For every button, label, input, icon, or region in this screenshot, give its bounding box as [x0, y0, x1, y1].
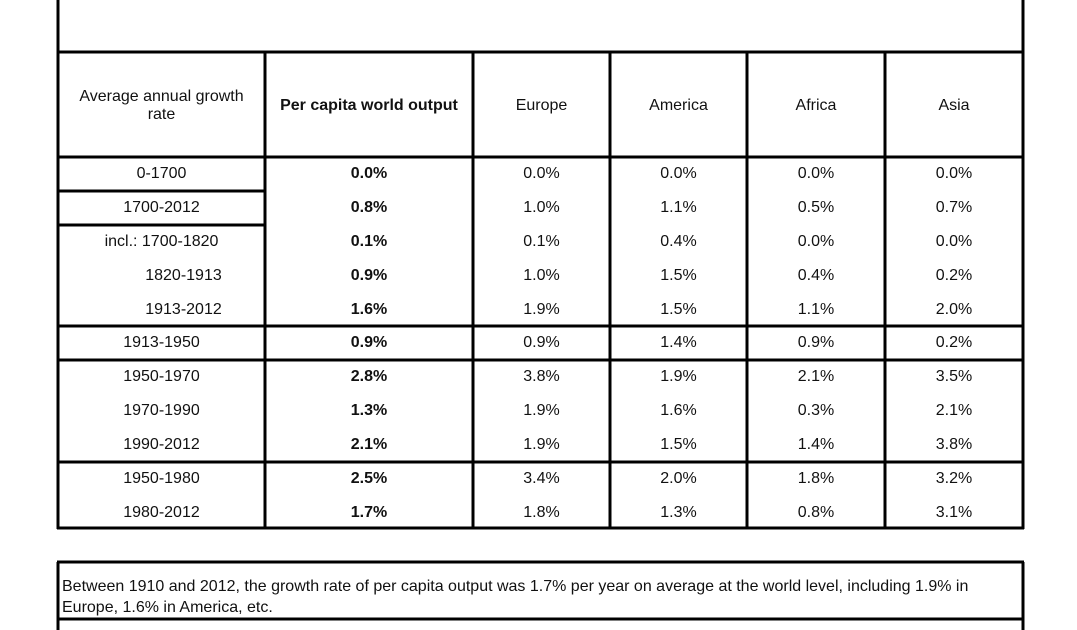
table-cell: 0.9% — [797, 334, 835, 352]
table-cell: 1.0% — [523, 266, 560, 284]
table-cell: 0.3% — [797, 402, 835, 420]
table-cell: 2.0% — [660, 470, 697, 488]
table-cell: 2.0% — [935, 300, 973, 318]
table-cell: 1.5% — [660, 266, 697, 284]
table-cell: 1.8% — [797, 470, 835, 488]
table-cell: 0.0% — [523, 164, 560, 182]
table-cell: 1980-2012 — [123, 503, 200, 521]
table-cell: 1.9% — [523, 436, 560, 454]
table-cell: 1.1% — [660, 198, 697, 216]
table-cell: 0.0% — [350, 164, 388, 182]
table-cell: 1.3% — [660, 503, 697, 521]
table-cell: 1820-1913 — [145, 266, 222, 284]
table-cell: 1950-1970 — [123, 368, 200, 386]
table-cell: 1.9% — [523, 300, 560, 318]
table-cell: 1.4% — [797, 436, 835, 454]
table-cell: 0.1% — [350, 232, 388, 250]
table-cell: 0.0% — [797, 232, 835, 250]
table-cell: 0.8% — [797, 503, 835, 521]
header-cell: Africa — [795, 96, 837, 114]
table-cell: 0.5% — [797, 198, 835, 216]
table-cell: 2.1% — [797, 368, 835, 386]
table-cell: 1970-1990 — [123, 402, 200, 420]
table-cell: 3.2% — [935, 470, 973, 488]
table-cell: 1913-1950 — [123, 334, 200, 352]
table-cell: 1.5% — [660, 300, 697, 318]
table-cell: 0-1700 — [136, 164, 187, 182]
header-cell: Asia — [938, 96, 970, 114]
table-cell: 0.8% — [350, 198, 388, 216]
table-cell: 1.0% — [523, 198, 560, 216]
header-cell: America — [649, 96, 708, 114]
table-cell: 1.3% — [350, 402, 388, 420]
table-cell: 3.8% — [935, 436, 973, 454]
table-cell: 3.1% — [935, 503, 973, 521]
table-cell: 1913-2012 — [145, 300, 222, 318]
table-cell: incl.: 1700-1820 — [104, 232, 219, 250]
table-cell: 1.7% — [350, 503, 388, 521]
table-cell: 1950-1980 — [123, 470, 200, 488]
header-cell: Per capita world output — [280, 96, 458, 114]
table-cell: 0.0% — [660, 164, 697, 182]
table-cell: 0.7% — [935, 198, 973, 216]
table-cell: 0.1% — [523, 232, 560, 250]
table-cell: 0.0% — [935, 164, 973, 182]
note: Between 1910 and 2012, the growth rate o… — [62, 578, 969, 616]
table-cell: 1700-2012 — [123, 198, 200, 216]
table-cell: 0.2% — [935, 266, 973, 284]
table-cell: 3.4% — [523, 470, 560, 488]
table-cell: 2.8% — [350, 368, 388, 386]
table-cell: 1.6% — [660, 402, 697, 420]
table-cell: 3.5% — [935, 368, 973, 386]
table-cell: 1.8% — [523, 503, 560, 521]
table-cell: 0.2% — [935, 334, 973, 352]
table-cell: 0.9% — [350, 266, 388, 284]
header-cell: Average annual growth rate — [79, 87, 244, 123]
table-cell: 1.1% — [797, 300, 835, 318]
table-cell: 1.5% — [660, 436, 697, 454]
table-cell: 1990-2012 — [123, 436, 200, 454]
table-cell: 3.8% — [523, 368, 560, 386]
table-cell: 0.9% — [350, 334, 388, 352]
table-cell: 0.4% — [797, 266, 835, 284]
table-cell: 2.1% — [350, 436, 388, 454]
table-cell: 0.0% — [935, 232, 973, 250]
table-cell: 1.9% — [523, 402, 560, 420]
table-cell: 1.4% — [660, 334, 697, 352]
table-cell: 0.4% — [660, 232, 697, 250]
table-cell: 1.9% — [660, 368, 697, 386]
header-cell: Europe — [515, 96, 568, 114]
table-cell: 2.5% — [350, 470, 388, 488]
table-cell: 2.1% — [935, 402, 973, 420]
table-cell: 0.0% — [797, 164, 835, 182]
table-cell: 0.9% — [523, 334, 560, 352]
table-cell: 1.6% — [350, 300, 388, 318]
